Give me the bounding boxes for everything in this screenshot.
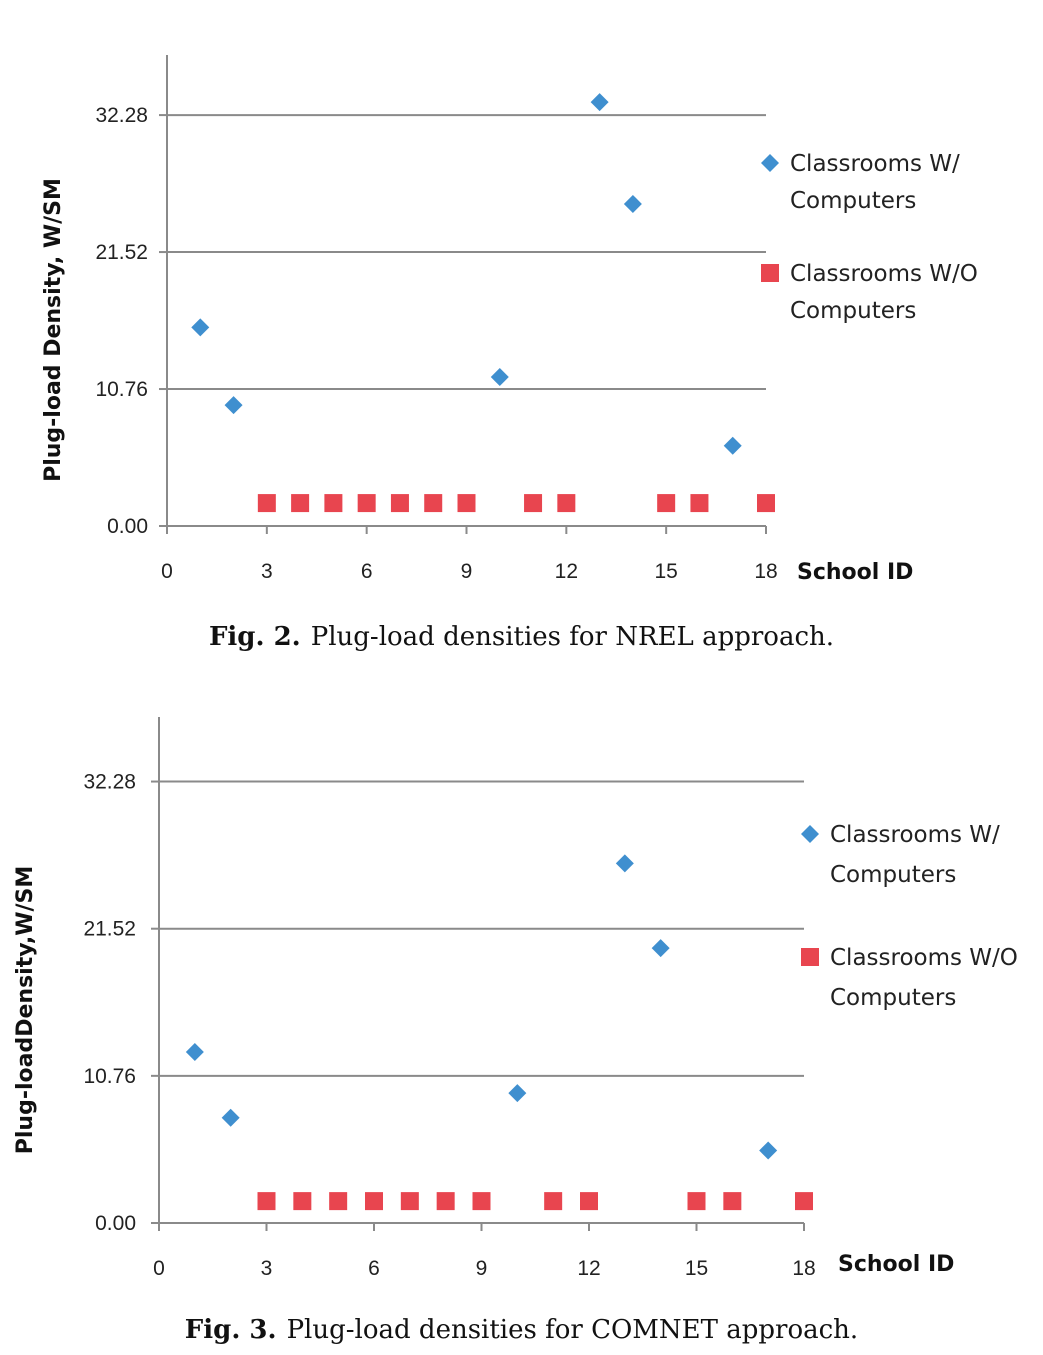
x-tick-label: 15: [685, 1257, 708, 1280]
legend-marker: [801, 825, 819, 843]
data-point-without-computers: [723, 1192, 742, 1211]
data-point-without-computers: [524, 494, 543, 513]
data-point-with-computers: [723, 436, 742, 455]
data-point-without-computers: [557, 494, 576, 513]
legend-label: Classrooms W/: [830, 822, 1000, 848]
legend-label: Classrooms W/O: [790, 261, 978, 287]
y-tick-label: 10.76: [95, 378, 148, 401]
data-point-without-computers: [390, 494, 409, 513]
chart-comnet: 0.00 10.76 21.52 32.28 0 3 6 9 12 15 18 School ID Pl…: [0, 665, 1043, 1305]
data-point-without-computers: [424, 494, 443, 513]
data-point-without-computers: [544, 1192, 563, 1211]
y-tick-label: 32.28: [83, 771, 136, 794]
chart-nrel: 0.00 10.76 21.52 32.28 0 3 6 9 12 15 18 School ID Pl…: [0, 0, 1043, 615]
legend-label: Computers: [790, 298, 916, 324]
data-point-without-computers: [357, 494, 376, 513]
data-point-without-computers: [293, 1192, 312, 1211]
x-tick-label: 9: [461, 560, 473, 583]
data-point-without-computers: [257, 1192, 276, 1211]
y-axis-title: Plug-loadDensity,W/SM: [13, 866, 38, 1154]
data-point-with-computers: [221, 1108, 240, 1127]
y-tick-label: 21.52: [95, 241, 148, 264]
data-point-without-computers: [365, 1192, 383, 1211]
caption-label: Fig. 3.: [184, 1315, 277, 1345]
x-tick-label: 12: [555, 560, 578, 583]
data-point-without-computers: [400, 1192, 419, 1211]
scatter-plot: 0.00 10.76 21.52 32.28 0 3 6 9 12 15 18 School ID Pl…: [41, 55, 978, 585]
figure-caption-2: Fig. 2. Plug-load densities for NREL appr…: [0, 622, 1043, 652]
data-point-with-computers: [191, 318, 210, 337]
data-point-with-computers: [490, 368, 509, 387]
x-tick-label: 12: [577, 1257, 600, 1280]
data-point-without-computers: [580, 1192, 598, 1211]
x-tick-label: 15: [654, 560, 677, 583]
legend-marker: [761, 154, 779, 172]
data-point-without-computers: [757, 494, 775, 513]
figure-caption-3: Fig. 3. Plug-load densities for COMNET ap…: [0, 1315, 1043, 1345]
caption-label: Fig. 2.: [208, 622, 301, 652]
data-point-without-computers: [795, 1192, 813, 1211]
x-axis-title: School ID: [797, 560, 913, 585]
data-point-with-computers: [759, 1141, 778, 1160]
y-tick-label: 0.00: [107, 515, 148, 538]
x-tick-label: 0: [153, 1257, 165, 1280]
data-point-without-computers: [472, 1192, 491, 1211]
data-point-with-computers: [590, 93, 609, 112]
y-tick-label: 32.28: [95, 104, 148, 127]
x-tick-label: 0: [161, 560, 173, 583]
data-point-without-computers: [436, 1192, 455, 1211]
y-tick-label: 21.52: [83, 918, 136, 941]
data-point-without-computers: [657, 494, 676, 513]
scatter-plot: 0.00 10.76 21.52 32.28 0 3 6 9 12 15 18 School ID Pl…: [13, 717, 1018, 1280]
data-point-with-computers: [224, 396, 243, 415]
data-point-with-computers: [615, 854, 634, 873]
y-axis-title: Plug-load Density, W/SM: [41, 178, 66, 482]
data-point-without-computers: [690, 494, 709, 513]
data-point-with-computers: [623, 194, 642, 213]
data-point-with-computers: [185, 1043, 204, 1062]
y-tick-label: 0.00: [95, 1212, 136, 1235]
data-point-without-computers: [257, 494, 276, 513]
legend-label: Classrooms W/O: [830, 945, 1018, 971]
legend-label: Computers: [790, 188, 916, 214]
x-tick-label: 9: [476, 1257, 488, 1280]
x-tick-label: 6: [368, 1257, 380, 1280]
legend-label: Computers: [830, 985, 956, 1011]
legend-marker: [801, 948, 819, 966]
data-point-without-computers: [324, 494, 343, 513]
caption-text: Plug-load densities for NREL approach.: [310, 622, 835, 652]
x-tick-label: 6: [361, 560, 373, 583]
data-point-without-computers: [457, 494, 476, 513]
x-tick-label: 18: [754, 560, 777, 583]
legend-label: Computers: [830, 862, 956, 888]
legend-marker: [761, 264, 779, 282]
data-point-with-computers: [508, 1084, 527, 1103]
x-tick-label: 3: [261, 560, 273, 583]
x-tick-label: 18: [792, 1257, 815, 1280]
x-axis-title: School ID: [838, 1252, 954, 1277]
caption-text: Plug-load densities for COMNET approach.: [286, 1315, 859, 1345]
legend-label: Classrooms W/: [790, 151, 960, 177]
data-point-without-computers: [291, 494, 310, 513]
y-tick-label: 10.76: [83, 1065, 136, 1088]
x-tick-label: 3: [261, 1257, 273, 1280]
data-point-without-computers: [687, 1192, 706, 1211]
data-point-with-computers: [651, 939, 670, 958]
data-point-without-computers: [329, 1192, 348, 1211]
